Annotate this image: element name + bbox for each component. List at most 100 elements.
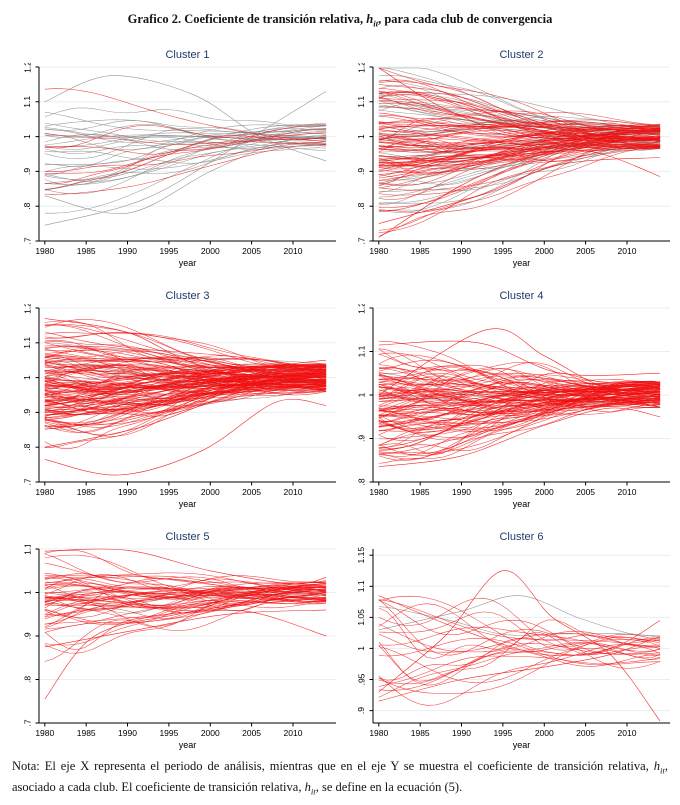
red-series-line	[44, 371, 327, 419]
x-tick-label: 1985	[77, 728, 96, 738]
red-series-line	[378, 393, 661, 416]
red-series-line	[44, 324, 327, 382]
red-series-line	[378, 644, 661, 706]
y-tick-label: .8	[356, 202, 366, 209]
y-tick-label: 1.2	[356, 63, 366, 73]
cluster-6-plot: .9 .95 1 1.05 1.1 1.15 1980 1985 1990 1995 2000 200…	[356, 547, 670, 750]
cluster-5-plot: .7 .8 .9 1 1.1 1980 1985 1990 1995 2000 2005 2010 ye…	[22, 545, 336, 750]
feature-series-line	[378, 129, 661, 177]
x-tick-label: 2010	[618, 487, 637, 497]
red-series-line	[44, 342, 327, 367]
red-series-line	[378, 146, 661, 231]
red-series-line	[44, 381, 327, 395]
red-series-line	[378, 144, 661, 152]
gray-series-line	[44, 124, 327, 151]
red-series-line	[378, 348, 661, 392]
feature-series-line	[44, 75, 327, 162]
red-series-line	[378, 364, 661, 406]
red-series-line	[44, 384, 327, 395]
x-axis-title: year	[513, 499, 531, 509]
red-series-line	[44, 125, 327, 149]
x-tick-label: 1985	[411, 246, 430, 256]
y-tick-label: 1.1	[22, 545, 32, 555]
red-series-line	[44, 588, 327, 620]
x-tick-label: 2005	[242, 728, 261, 738]
red-series-line	[44, 587, 327, 601]
gray-series-line	[44, 124, 327, 180]
red-series-line	[378, 655, 661, 687]
cluster-panel-4: Cluster 4 .8 .9 1 1.1 1.2 1980 1985 1990 1995 2000…	[346, 289, 674, 510]
red-series-line	[378, 124, 661, 186]
feature-series-line	[378, 570, 661, 722]
x-tick-label: 1990	[452, 246, 471, 256]
x-tick-label: 2010	[284, 728, 303, 738]
red-series-line	[378, 396, 661, 435]
red-series-line	[378, 607, 661, 659]
y-tick-label: 1.1	[356, 345, 366, 357]
x-tick-label: 2005	[242, 487, 261, 497]
red-series-line	[44, 387, 327, 419]
gray-series-line	[44, 141, 327, 172]
red-series-line	[378, 387, 661, 427]
red-series-line	[378, 373, 661, 391]
y-tick-label: 1.15	[356, 547, 366, 564]
red-series-line	[44, 363, 327, 371]
red-series-line	[44, 363, 327, 384]
red-series-line	[378, 595, 661, 656]
red-series-line	[378, 623, 661, 652]
red-series-line	[44, 363, 327, 372]
y-tick-label: .95	[356, 673, 366, 685]
feature-series-line	[44, 592, 327, 637]
red-series-line	[44, 387, 327, 427]
gray-series-line	[378, 606, 661, 638]
red-series-line	[378, 146, 661, 164]
red-series-line	[378, 87, 661, 137]
red-series-line	[44, 319, 327, 372]
cluster-1-plot: .7 .8 .9 1 1.1 1.2 1980 1985 1990 1995 2000 2005 201…	[22, 63, 336, 268]
x-tick-label: 2005	[576, 728, 595, 738]
red-series-line	[44, 386, 327, 415]
red-series-line	[378, 140, 661, 148]
feature-series-line	[44, 398, 327, 476]
red-series-line	[378, 380, 661, 403]
y-tick-label: 1	[22, 375, 32, 380]
feature-series-line	[378, 595, 661, 657]
red-series-line	[378, 388, 661, 464]
x-tick-label: 1990	[452, 487, 471, 497]
y-tick-label: .7	[22, 237, 32, 244]
figure-title-suffix: , para cada club de convergencia	[378, 12, 553, 26]
red-series-line	[378, 129, 661, 166]
gray-series-line	[44, 128, 327, 144]
gray-series-line	[378, 92, 661, 128]
red-series-line	[378, 646, 661, 684]
x-tick-label: 1990	[118, 246, 137, 256]
cluster-title-5: Cluster 5	[165, 531, 210, 543]
red-series-line	[44, 375, 327, 393]
red-series-line	[44, 592, 327, 629]
red-series-line	[44, 578, 327, 598]
x-tick-label: 2000	[535, 246, 554, 256]
x-tick-label: 1995	[493, 487, 512, 497]
red-series-line	[378, 136, 661, 172]
red-series-line	[378, 131, 661, 153]
x-tick-label: 2005	[242, 246, 261, 256]
y-tick-label: .7	[22, 478, 32, 485]
red-series-line	[378, 124, 661, 167]
gray-series-line	[44, 136, 327, 150]
gray-series-line	[44, 136, 327, 176]
x-tick-label: 1985	[411, 487, 430, 497]
gray-series-line	[44, 119, 327, 141]
y-tick-label: 1	[356, 392, 366, 397]
gray-series-line	[44, 127, 327, 146]
x-tick-label: 1980	[369, 246, 388, 256]
feature-series-line	[378, 407, 661, 468]
red-series-line	[44, 368, 327, 388]
red-series-line	[378, 118, 661, 142]
red-series-line	[378, 385, 661, 428]
red-series-line	[378, 121, 661, 130]
gray-series-line	[44, 147, 327, 166]
red-series-line	[44, 133, 327, 145]
red-series-line	[378, 388, 661, 416]
cluster-2-plot: .7 .8 .9 1 1.1 1.2 1980 1985 1990 1995 2000 2005 201…	[356, 63, 670, 268]
y-tick-label: 1.1	[22, 337, 32, 349]
